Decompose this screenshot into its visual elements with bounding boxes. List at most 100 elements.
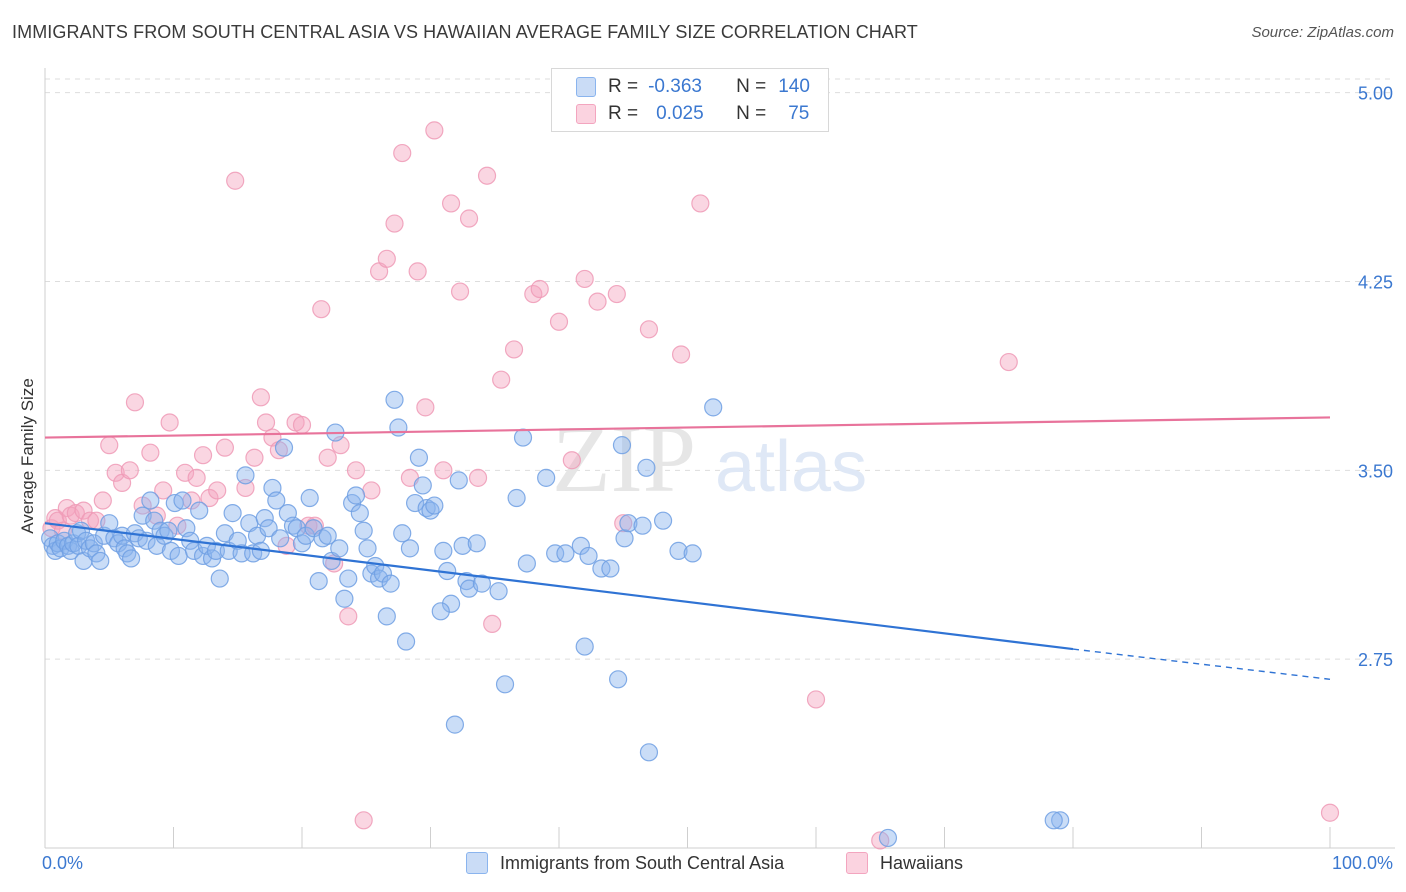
south-central-asia-point [441,594,461,613]
axes [44,68,1395,849]
south-central-asia-point [556,544,575,563]
south-central-asia-point [1051,811,1070,830]
legend-item-south-central-asia: Immigrants from South Central Asia [466,852,784,874]
south-central-asia-point [223,504,242,523]
south-central-asia-point [653,511,673,530]
hawaiians-point [614,514,633,533]
south-central-asia-point [537,468,556,487]
hawaiians-point [468,468,488,487]
south-central-asia-point [377,607,396,626]
legend-row-pink: R = 0.025 N = 75 [576,102,809,126]
hawaiians-point [93,491,112,510]
legend-item-hawaiians: Hawaiians [846,852,963,874]
south-central-asia-point [59,536,78,555]
south-central-asia-point [683,544,702,563]
south-central-asia-point [612,436,632,455]
legend-n-value: 140 [778,76,810,97]
legend-r-value: 0.025 [656,103,704,124]
south-central-asia-point [434,541,453,560]
hawaiians-point [408,262,427,281]
south-central-asia-point [445,715,465,734]
legend-swatch-blue [466,852,488,874]
south-central-asia-point [313,529,332,548]
south-central-asia-point [878,828,898,848]
hawaiians-point [671,345,691,364]
south-central-asia-point [400,539,420,558]
south-central-asia-point [425,496,444,515]
correlation-legend: R = -0.363 N = 140 R = 0.025 N = 75 [551,68,829,132]
hawaiians-point [562,451,581,470]
hawaiians-point [74,501,93,520]
hawaiians-point [806,690,826,709]
legend-n-label: N = [736,76,767,97]
x-tick-label-max: 100.0% [1332,853,1393,873]
hawaiians-point [193,446,213,465]
trend-line-hawaiians [44,416,1331,439]
trend-line-extension [1072,648,1331,680]
chart-title: IMMIGRANTS FROM SOUTH CENTRAL ASIA VS HA… [12,22,918,42]
hawaiians-point [377,249,396,268]
south-central-asia-point [385,390,404,409]
south-central-asia-point [300,488,319,508]
legend-label: Hawaiians [880,852,964,873]
hawaiians-points [42,121,1340,850]
south-central-asia-point [449,471,468,490]
hawaiians-point [147,506,166,525]
hawaiians-point [459,209,479,228]
hawaiians-point [549,312,569,331]
x-tick-labels: 0.0% 100.0% [42,853,1393,873]
hawaiians-point [277,536,296,555]
hawaiians-point [175,463,195,482]
south-central-asia-point [236,466,255,485]
south-central-asia-point [405,493,425,513]
y-tick-label: 5.00 [1358,84,1393,104]
south-central-asia-point [255,509,274,528]
south-central-asia-point [121,549,141,568]
south-central-asia-point [330,539,349,558]
south-central-asia-point [639,743,659,762]
hawaiians-point [362,481,381,500]
source-label: Source: ZipAtlas.com [1251,24,1394,41]
south-central-asia-point [467,534,486,553]
hawaiians-point [226,171,245,190]
watermark: ZIP atlas [552,405,867,512]
hawaiians-point [269,441,288,460]
hawaiians-point [575,269,594,289]
hawaiians-point [477,166,497,185]
hawaiians-point [208,481,227,500]
hawaiians-point [245,448,264,467]
y-tick-label: 2.75 [1358,650,1393,670]
legend-label: Immigrants from South Central Asia [500,852,785,873]
hawaiians-point [312,300,331,319]
south-central-asia-point [615,529,634,548]
south-central-asia-point [259,519,278,538]
watermark-atlas: atlas [715,427,867,507]
south-central-asia-point [472,574,491,593]
legend-r-value: -0.363 [648,76,702,97]
south-central-asia-point [271,529,290,548]
hawaiians-point [154,481,173,500]
hawaiians-point [200,488,219,508]
hawaiians-point [691,194,710,213]
hawaiians-point [416,398,435,417]
south-central-asia-point [339,569,358,588]
south-central-asia-point [633,516,652,535]
hawaiians-point [160,413,179,432]
south-central-asia-point [575,637,594,656]
south-central-asia-point [619,514,638,533]
hawaiians-point [1320,803,1340,822]
south-central-asia-point [304,519,323,538]
hawaiians-point [434,461,453,480]
hawaiians-point [530,279,549,299]
south-central-asia-point [517,554,536,573]
hawaiians-point [441,194,461,213]
legend-r-label: R = [608,103,639,124]
legend-n-label: N = [736,103,767,124]
hawaiians-point [141,443,160,462]
south-central-asia-point [431,602,450,621]
south-central-asia-point [389,418,408,437]
south-central-asia-point [393,524,412,543]
south-central-asia-point [267,491,286,510]
x-tick-label-min: 0.0% [42,853,83,873]
trend-lines [44,416,1331,680]
